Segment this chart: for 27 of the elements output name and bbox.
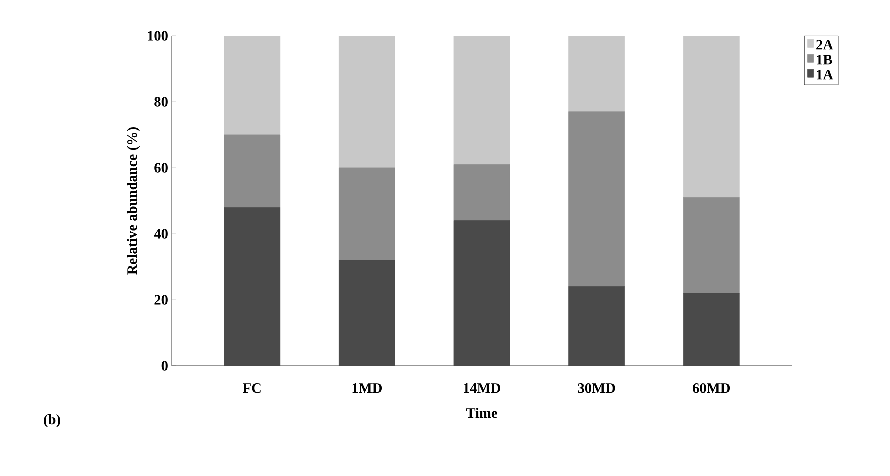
bar bbox=[683, 198, 740, 294]
y-tick-label: 40 bbox=[154, 229, 168, 239]
legend-label: 1B bbox=[817, 55, 832, 65]
text: (b) bbox=[44, 414, 60, 428]
legend-label: 1A bbox=[817, 70, 834, 80]
x-tick-label: 60MD bbox=[692, 384, 730, 394]
x-tick-label: 1MD bbox=[352, 384, 382, 394]
bar bbox=[454, 36, 510, 165]
bar bbox=[568, 112, 626, 287]
bar bbox=[224, 134, 281, 208]
y-tick-label: 100 bbox=[148, 31, 168, 41]
bar bbox=[338, 36, 396, 168]
y-tick-label: 60 bbox=[154, 163, 168, 173]
legend-label: 2A bbox=[816, 40, 834, 50]
y-tick-label: 20 bbox=[154, 295, 168, 305]
x-tick-label: 14MD bbox=[464, 384, 500, 394]
bar bbox=[568, 36, 626, 112]
bar bbox=[224, 36, 281, 136]
bar bbox=[338, 168, 396, 261]
x-tick-label: FC bbox=[243, 384, 261, 394]
bar bbox=[454, 164, 510, 221]
x-tick-label: 30MD bbox=[578, 384, 616, 394]
y-tick-label: 0 bbox=[162, 361, 168, 371]
bar bbox=[683, 36, 740, 198]
y-axis-title: Relative abundance (%) bbox=[127, 128, 140, 275]
y-tick-label: 80 bbox=[154, 97, 168, 107]
x-axis-title: Time bbox=[466, 408, 498, 418]
